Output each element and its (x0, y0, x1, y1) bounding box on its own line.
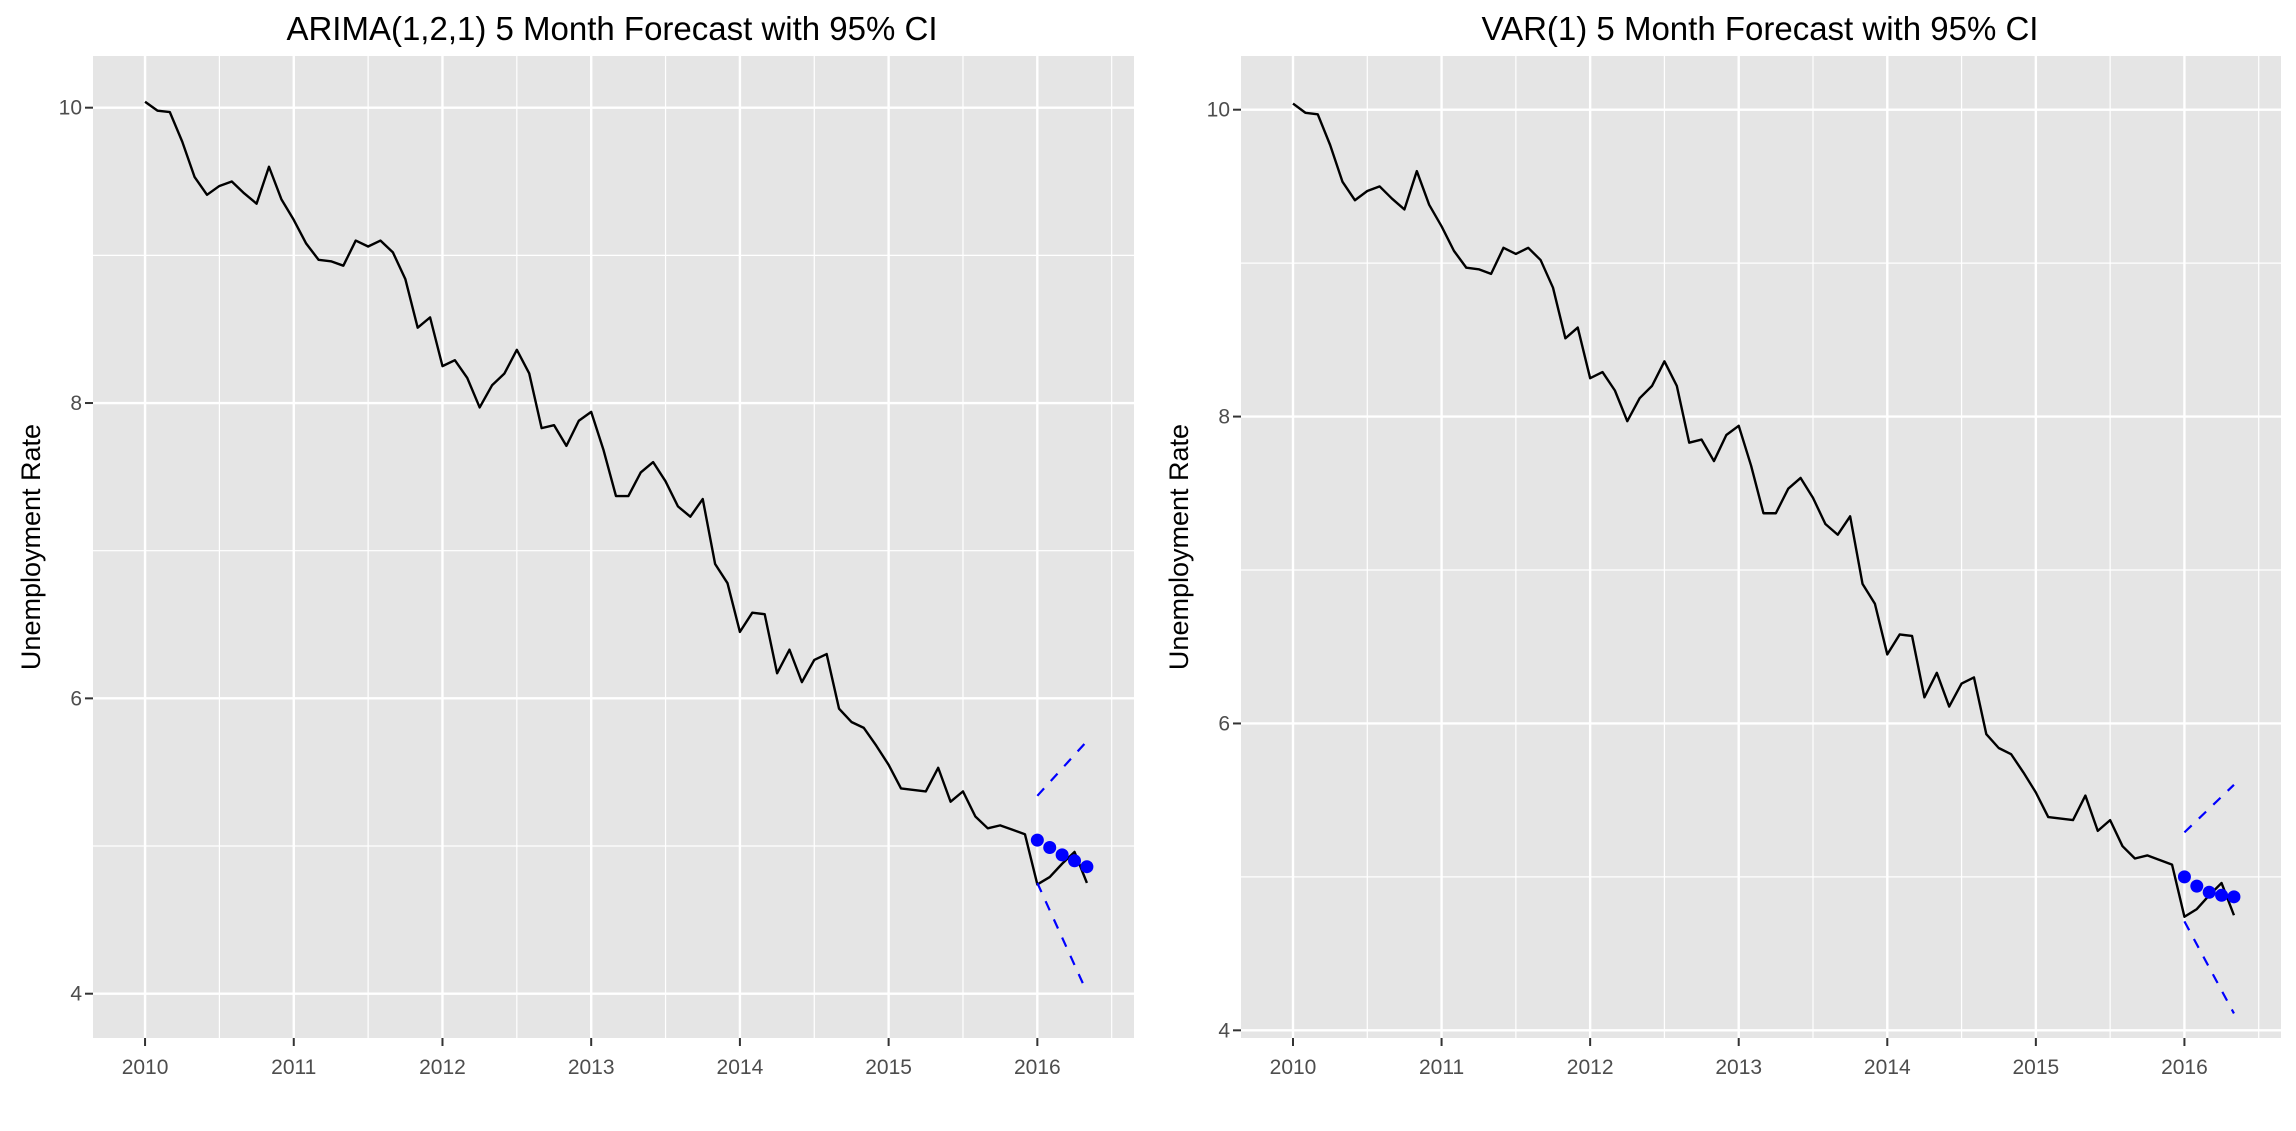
chart2-panel (1241, 56, 2281, 1038)
chart1-title: ARIMA(1,2,1) 5 Month Forecast with 95% C… (286, 10, 937, 47)
chart1-y-tick-label: 4 (70, 983, 82, 1006)
chart2-group: 2010 2011 2012 2013 2014 2015 2016 4 6 8 10 VAR(1) … (1164, 10, 2281, 1079)
chart2-forecast-point (2202, 885, 2216, 899)
chart2-forecast-point (2227, 890, 2241, 904)
chart2-series-line (1292, 102, 2236, 918)
chart2-title: VAR(1) 5 Month Forecast with 95% CI (1482, 10, 2039, 47)
chart2-x-tick-label: 2014 (1864, 1056, 1911, 1079)
chart1-x-tick-label: 2016 (1014, 1056, 1061, 1079)
chart1-group: 2010 2011 2012 2013 2014 2015 2016 4 6 8 10 ARIMA(1… (16, 10, 1134, 1079)
chart2-x-tick-label: 2010 (1270, 1056, 1317, 1079)
chart1-x-tick-label: 2013 (568, 1056, 615, 1079)
chart1-series-line (144, 100, 1089, 886)
chart2-y-tick-label: 10 (1207, 99, 1230, 122)
chart1-y-axis-label: Unemployment Rate (16, 424, 46, 670)
chart1-forecast-point (1055, 848, 1069, 862)
chart2-x-tick-label: 2016 (2161, 1056, 2208, 1079)
chart2-y-axis-label: Unemployment Rate (1164, 424, 1194, 670)
chart1-x-tick-label: 2015 (865, 1056, 912, 1079)
chart1-y-tick-label: 8 (70, 392, 82, 415)
chart1-x-tick-label: 2012 (419, 1056, 466, 1079)
chart1-forecast-point (1030, 833, 1044, 847)
chart1-forecast-point (1080, 860, 1094, 874)
chart1-x-tick-label: 2010 (122, 1056, 169, 1079)
chart1-y-tick-label: 6 (70, 687, 82, 710)
chart1-ci-line (1036, 740, 1088, 797)
chart2-forecast-point (2190, 879, 2204, 893)
chart1-panel (93, 56, 1134, 1038)
chart2-forecast-point (2177, 870, 2191, 884)
chart2-y-tick-label: 6 (1218, 712, 1230, 735)
chart2-y-tick-label: 4 (1218, 1019, 1230, 1042)
chart1-x-tick-label: 2011 (271, 1056, 316, 1079)
chart2-y-tick-label: 8 (1218, 406, 1230, 429)
chart1-y-tick-label: 10 (59, 97, 82, 120)
chart1-forecast-point (1068, 854, 1082, 868)
chart2-x-tick-label: 2015 (2012, 1056, 2059, 1079)
chart2-x-tick-label: 2013 (1715, 1056, 1762, 1079)
chart1-x-tick-label: 2014 (717, 1056, 764, 1079)
chart2-forecast-point (2215, 888, 2229, 902)
chart2-x-tick-label: 2012 (1567, 1056, 1614, 1079)
chart2-ci-line (2183, 920, 2235, 1014)
chart1-forecast-point (1043, 841, 1057, 855)
chart2-x-tick-label: 2011 (1419, 1056, 1464, 1079)
